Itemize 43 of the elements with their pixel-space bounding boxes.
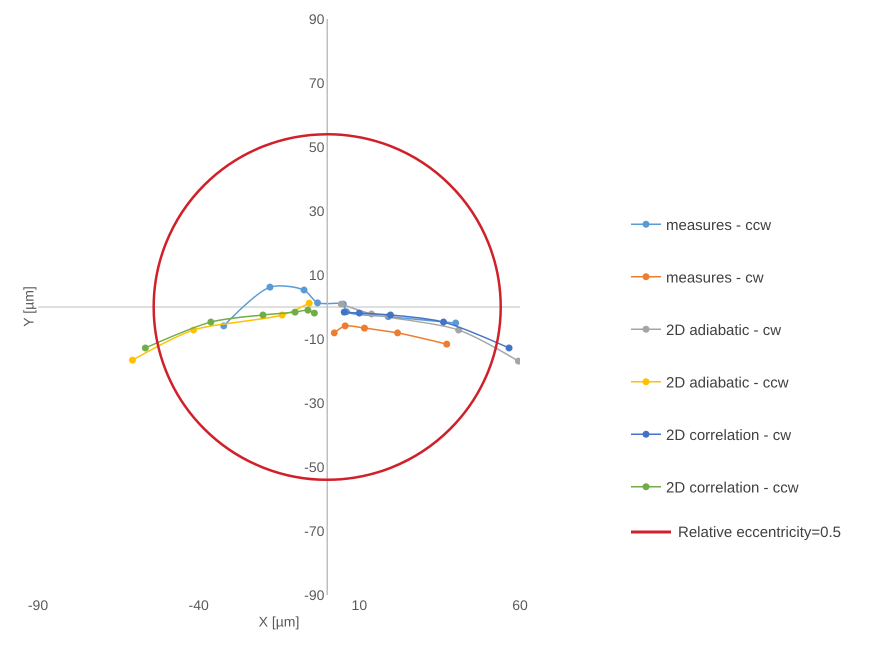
point	[259, 312, 266, 318]
y-axis-title: Y [µm]	[20, 286, 37, 327]
point	[128, 356, 136, 364]
point	[330, 329, 338, 336]
legend-label: 2D correlation - ccw	[666, 480, 799, 497]
point	[300, 286, 308, 294]
point	[314, 299, 322, 306]
point	[292, 308, 299, 316]
legend-label: 2D correlation - cw	[666, 427, 792, 444]
y-tick-label: 10	[308, 266, 325, 283]
legend-label: 2D adiabatic - ccw	[666, 374, 789, 392]
point	[310, 310, 318, 317]
point	[342, 322, 349, 330]
text: Relative eccentricity=0.5	[678, 524, 841, 541]
point	[360, 324, 368, 332]
point	[207, 318, 214, 326]
point	[440, 318, 448, 326]
x-tick-label: 60	[512, 597, 528, 613]
y-tick-label: 50	[308, 138, 325, 155]
point	[304, 306, 312, 314]
x-axis-title: X [µm]	[258, 613, 300, 630]
y-tick-label: -70	[304, 522, 325, 539]
y-tick-label: 70	[308, 74, 325, 91]
legend-label: 2D adiabatic - cw	[666, 322, 782, 340]
point	[394, 329, 402, 336]
legend-label: measures - cw	[666, 270, 764, 287]
point	[356, 310, 363, 317]
y-tick-label: 90	[308, 10, 325, 27]
y-tick-label: 30	[308, 202, 325, 219]
x-tick-label: 10	[352, 597, 368, 613]
point	[266, 284, 274, 291]
y-tick-label: -30	[304, 394, 325, 411]
point	[142, 344, 149, 352]
y-tick-label: -50	[304, 458, 325, 475]
x-tick-label: -40	[188, 597, 209, 613]
point	[387, 312, 394, 318]
y-tick-label: -90	[304, 586, 325, 603]
point	[506, 344, 513, 352]
point	[443, 340, 450, 348]
point	[306, 300, 313, 307]
x-tick-label: -90	[28, 597, 48, 613]
legend-label: measures - ccw	[666, 217, 772, 234]
y-tick-label: -10	[304, 330, 325, 347]
